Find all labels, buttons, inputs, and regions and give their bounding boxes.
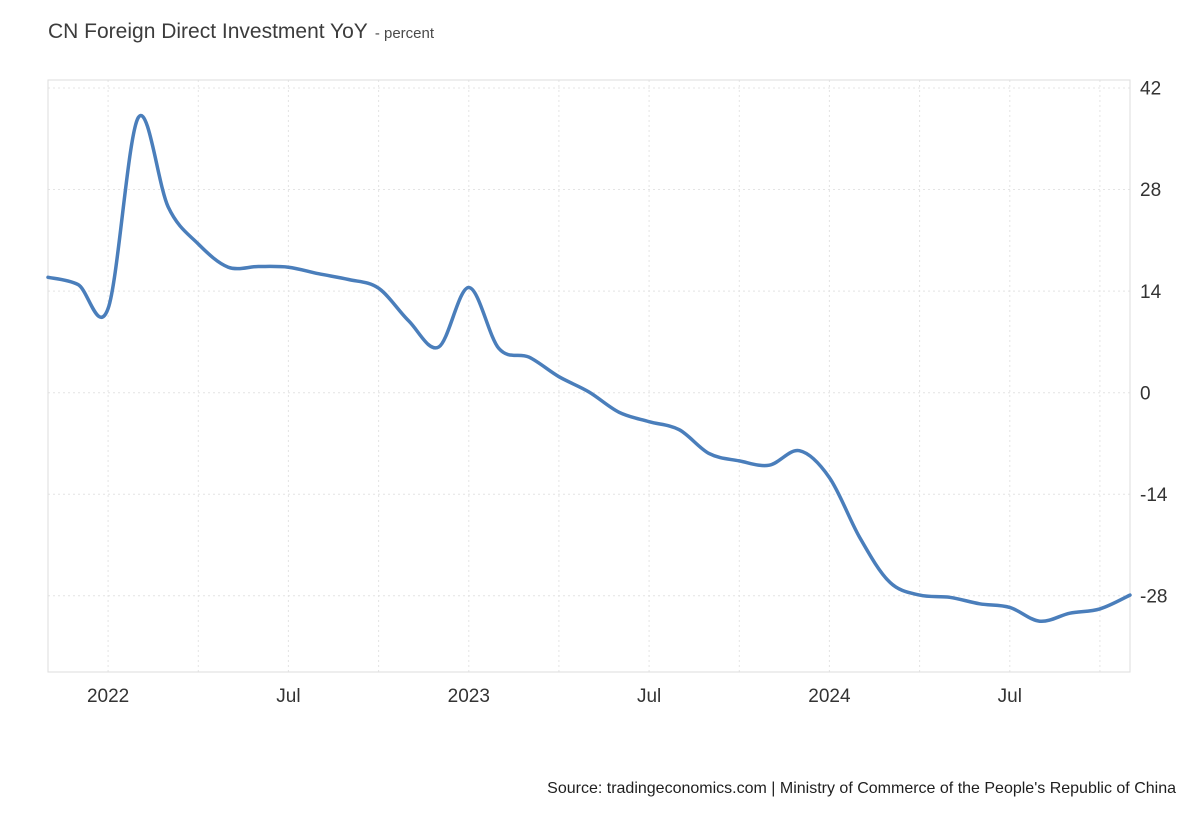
x-axis-label: 2023 [448, 686, 490, 707]
x-axis-label: 2024 [808, 686, 851, 707]
fdi-line-chart[interactable]: 42 28 14 0 -14 -28 2022 Jul 2023 Jul 2024 Jul [0, 0, 1200, 740]
y-axis-label: 42 [1140, 79, 1161, 100]
plot-border [47, 79, 1131, 673]
chart-header: CN Foreign Direct Investment YoY - perce… [48, 20, 434, 44]
x-axis-label: Jul [276, 686, 300, 707]
y-axis-label: -28 [1140, 586, 1167, 607]
chart-title: CN Foreign Direct Investment YoY [48, 20, 368, 43]
y-axis-label: 14 [1140, 282, 1162, 303]
y-axis-label: -14 [1140, 485, 1168, 506]
source-attribution: Source: tradingeconomics.com | Ministry … [547, 780, 1176, 797]
x-axis-label: Jul [998, 686, 1022, 707]
fdi-series-line [46, 113, 1132, 623]
x-axis-label: 2022 [87, 686, 129, 707]
y-axis-label: 28 [1140, 180, 1161, 201]
x-axis-label: Jul [637, 686, 661, 707]
y-axis-label: 0 [1140, 383, 1151, 404]
chart-unit-label: - percent [374, 25, 435, 42]
